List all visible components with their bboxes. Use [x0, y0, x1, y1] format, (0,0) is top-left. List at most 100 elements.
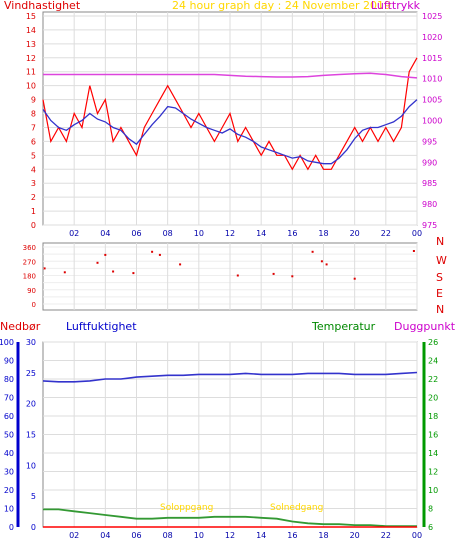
- temperature-tick-label: 6: [428, 523, 433, 532]
- wind-tick-label: 13: [26, 40, 36, 49]
- rain-tick-label: 90: [4, 357, 14, 366]
- direction-tick-label: 360: [23, 244, 36, 252]
- x-tick-label: 08: [163, 229, 173, 238]
- x-tick-label: 06: [131, 531, 141, 540]
- temperature-series: [43, 508, 417, 527]
- rain-tick-label: 20: [4, 486, 14, 495]
- x-tick-label: 04: [100, 531, 110, 540]
- rain-title: Nedbør: [0, 320, 41, 333]
- wind-tick-label: 14: [26, 26, 36, 35]
- humidity-title: Luftfuktighet: [66, 320, 137, 333]
- wind-tick-label: 12: [26, 54, 36, 63]
- x-tick-label: 02: [69, 229, 79, 238]
- rain-tick-label: 10: [4, 505, 14, 514]
- pressure-tick-label: 1025: [422, 12, 442, 21]
- direction-point: [179, 263, 182, 266]
- wind-tick-label: 1: [31, 207, 36, 216]
- direction-point: [320, 260, 323, 263]
- wind-title: Vindhastighet: [4, 0, 81, 12]
- direction-point: [325, 263, 328, 266]
- wind-tick-label: 15: [26, 12, 36, 21]
- compass-label: W: [436, 254, 447, 267]
- humidity-axis: 0 5 10 15 20 25 30: [26, 338, 36, 532]
- pressure-tick-label: 975: [422, 221, 437, 230]
- humidity-tick-label: 0: [31, 523, 36, 532]
- temperature-tick-label: 12: [428, 468, 438, 477]
- pressure-tick-label: 1020: [422, 33, 442, 42]
- rain-tick-label: 80: [4, 375, 14, 384]
- pressure-title: Lufttrykk: [371, 0, 421, 12]
- wind-speed-series: [42, 57, 418, 171]
- pressure-tick-label: 1015: [422, 54, 442, 63]
- wind-tick-label: 4: [31, 165, 36, 174]
- direction-tick-label: 0: [32, 301, 36, 309]
- wind-tick-label: 10: [26, 82, 36, 91]
- temperature-tick-label: 20: [428, 394, 438, 403]
- direction-tick-label: 270: [23, 258, 36, 266]
- wind-tick-label: 11: [26, 68, 36, 77]
- x-tick-label: 02: [69, 531, 79, 540]
- rain-axis: 0 10 20 30 40 50 60 70 80 90 100: [0, 338, 20, 532]
- direction-point: [63, 271, 66, 274]
- sunset-label: Solnedgang: [270, 503, 323, 513]
- x-tick-label: 04: [100, 229, 110, 238]
- humidity-tick-label: 5: [31, 492, 36, 501]
- humidity-tick-label: 20: [26, 400, 36, 409]
- x-tick-label: 18: [318, 229, 328, 238]
- rain-tick-label: 60: [4, 412, 14, 421]
- x-tick-label: 12: [225, 531, 235, 540]
- wind-pressure-grid: [43, 12, 418, 226]
- x-tick-label: 18: [318, 531, 328, 540]
- rain-tick-label: 50: [4, 431, 14, 440]
- direction-point: [236, 274, 239, 277]
- direction-point: [353, 277, 356, 280]
- x-tick-label: 00: [412, 229, 422, 238]
- direction-point: [43, 267, 46, 270]
- direction-point: [311, 250, 314, 253]
- compass-label: N: [436, 303, 444, 316]
- direction-point: [291, 275, 294, 278]
- humidity-tick-label: 25: [26, 369, 36, 378]
- direction-point: [412, 250, 415, 252]
- x-tick-label: 12: [225, 229, 235, 238]
- temperature-tick-label: 22: [428, 375, 438, 384]
- direction-point: [96, 261, 99, 264]
- compass-label: E: [436, 287, 443, 300]
- pressure-tick-label: 1010: [422, 75, 442, 84]
- temperature-tick-label: 24: [428, 357, 438, 366]
- temperature-title: Temperatur: [311, 320, 376, 333]
- sunrise-label: Soloppgang: [160, 503, 213, 513]
- wind-time-axis: 02 04 06 08 10 12 14 16 18 20 22 00: [69, 229, 422, 238]
- wind-direction-axis: 0 90 180 270 360: [23, 244, 36, 309]
- wind-direction-series: [43, 250, 415, 280]
- pressure-tick-label: 980: [422, 200, 437, 209]
- x-tick-label: 16: [287, 531, 297, 540]
- pressure-tick-label: 1005: [422, 96, 442, 105]
- pressure-tick-label: 1000: [422, 117, 442, 126]
- wind-direction-grid: [43, 243, 418, 310]
- x-tick-label: 08: [163, 531, 173, 540]
- wind-tick-label: 7: [31, 123, 36, 132]
- direction-point: [158, 253, 161, 256]
- x-tick-label: 06: [131, 229, 141, 238]
- rain-tick-label: 100: [0, 338, 14, 347]
- compass-label: N: [436, 235, 444, 248]
- wind-tick-label: 2: [31, 193, 36, 202]
- direction-point: [272, 272, 275, 275]
- pressure-axis: 975 980 985 990 995 1000 1005 1010 1015 1020 1025: [422, 12, 442, 230]
- x-tick-label: 14: [256, 531, 266, 540]
- wind-tick-label: 5: [31, 151, 36, 160]
- humidity-tick-label: 10: [26, 461, 36, 470]
- wind-tick-label: 6: [31, 137, 36, 146]
- x-tick-label: 22: [381, 229, 391, 238]
- temperature-tick-label: 14: [428, 449, 438, 458]
- direction-point: [132, 272, 135, 275]
- x-tick-label: 22: [381, 531, 391, 540]
- temp-time-axis: 02 04 06 08 10 12 14 16 18 20 22 00: [69, 531, 422, 540]
- rain-tick-label: 0: [9, 523, 14, 532]
- direction-point: [151, 250, 154, 253]
- direction-point: [112, 270, 115, 273]
